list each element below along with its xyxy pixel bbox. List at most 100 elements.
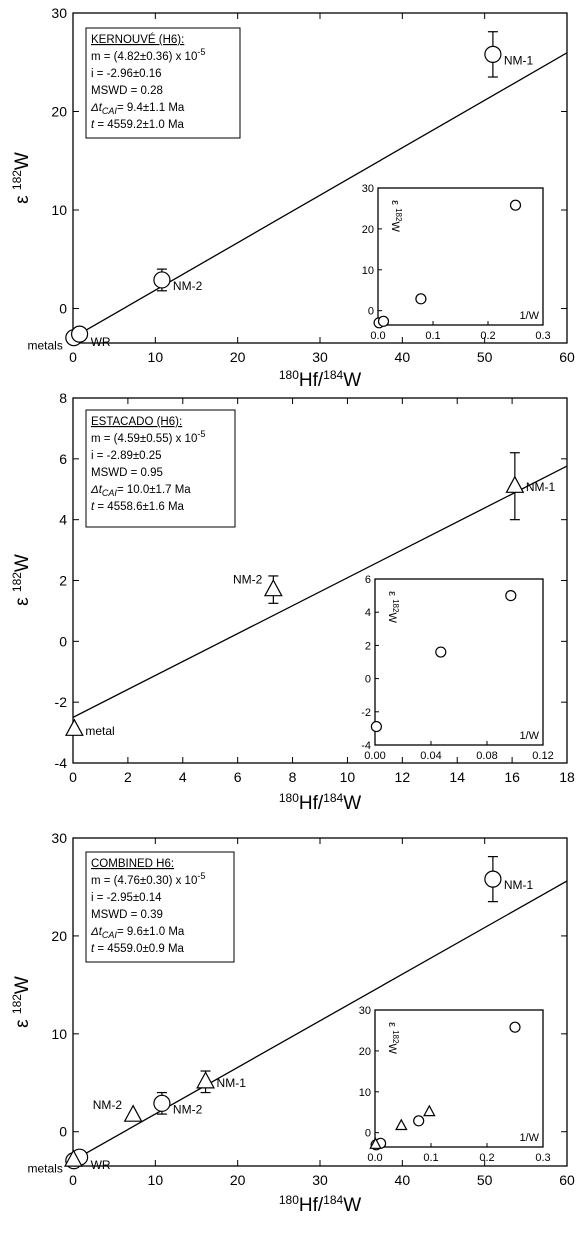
inset-y-tick-label: 20 [359,1046,371,1058]
inset-y-tick-label: 0 [368,306,374,318]
inset-x-tick-label: 0.00 [364,750,385,762]
x-tick-label: 40 [395,349,411,365]
inset-y-tick-label: 20 [362,224,374,236]
inset-y-tick-label: 2 [365,640,371,652]
y-tick-label: 0 [59,633,67,649]
stats-box-title: ESTACADO (H6): [91,416,182,428]
y-tick-label: 4 [59,512,67,528]
x-tick-label: 10 [340,769,356,785]
inset-x-tick-label: 0.2 [480,330,495,342]
stats-box-title: COMBINED H6: [91,858,174,870]
stats-delta-t: ΔtCAI= 10.0±1.7 Ma [90,484,191,498]
x-tick-label: 50 [477,1172,493,1188]
inset-x-tick-label: 0.0 [367,1152,382,1164]
stats-box [85,851,235,963]
stats-age: t = 4558.6±1.6 Ma [91,501,185,513]
y-tick-label: 0 [59,301,67,317]
inset-x-label: 1/W [519,730,539,742]
point-label: NM-1 [504,53,534,67]
inset-y-tick-label: -4 [361,740,371,752]
triangle-point [196,1071,215,1089]
y-tick-label: 10 [51,1026,67,1042]
inset-circle-point [413,1115,425,1127]
inset-triangle-point [369,1137,382,1149]
x-tick-label: 12 [395,769,411,785]
inset-circle-point [415,293,427,305]
y-tick-label: 6 [59,451,67,467]
stats-box-title: KERNOUVÉ (H6): [91,33,184,46]
stats-age: t = 4559.2±1.0 Ma [91,119,185,131]
inset-x-tick-label: 0.2 [479,1152,494,1164]
x-tick-label: 50 [477,349,493,365]
regression-line [73,52,567,339]
inset-circle-point [435,646,447,658]
inset-triangle-point [395,1118,408,1131]
point-label: metal [85,724,114,738]
x-tick-label: 14 [449,769,465,785]
plot-panel-1: 0 10 20 30 40 50 60 0 10 20 30 180Hf/184W ε 182W meta… [10,5,575,391]
triangle-point [263,578,283,597]
x-tick-label: 60 [559,349,575,365]
x-tick-label: 10 [148,349,164,365]
circle-point [153,271,171,289]
inset-y-tick-label: -2 [361,707,371,719]
inset-frame [374,578,544,746]
y-tick-label: 20 [51,928,67,944]
stats-mswd: MSWD = 0.28 [91,85,163,97]
stats-mswd: MSWD = 0.39 [91,909,163,921]
y-tick-label: 0 [59,1124,67,1140]
stats-delta-t: ΔtCAI= 9.4±1.1 Ma [90,102,185,116]
stats-age: t = 4559.0±0.9 Ma [91,943,185,955]
y-tick-label: 30 [51,830,67,846]
x-axis-label: 180Hf/184W [279,791,361,814]
inset-circle-point [505,589,517,602]
y-tick-label: -4 [55,755,68,771]
inset-x-tick-label: 0.3 [535,330,550,342]
x-tick-label: 40 [395,1172,411,1188]
inset-x-tick-label: 0.0 [370,330,385,342]
triangle-point [64,1149,83,1167]
stats-box [85,27,241,139]
point-label: NM-2 [233,573,263,587]
point-label: NM-2 [93,1098,123,1112]
inset-plot: 0.00 0.04 0.08 0.12 -4 -2 0 2 4 6 1/W ε 182W [361,574,553,762]
inset-frame [377,187,544,326]
inset-y-tick-label: 6 [365,574,371,586]
stats-intercept: i = -2.95±0.14 [91,892,162,904]
inset-x-tick-label: 0.04 [420,750,441,762]
x-tick-label: 18 [559,769,575,785]
x-tick-label: 6 [234,769,242,785]
x-tick-label: 8 [289,769,297,785]
inset-y-tick-label: 10 [362,265,374,277]
point-label: NM-2 [173,1102,203,1116]
y-axis-label: ε 182W [10,152,33,204]
circle-point [153,1094,171,1112]
inset-x-tick-label: 0.08 [476,750,497,762]
x-axis-label: 180Hf/184W [279,1193,361,1216]
inset-circle-point [377,315,390,327]
regression-line [73,465,567,719]
y-tick-label: 10 [51,202,67,218]
x-tick-label: 60 [559,1172,575,1188]
inset-y-label: ε 182W [386,1022,400,1054]
inset-x-tick-label: 0.1 [423,1152,438,1164]
point-label: WR [91,335,111,349]
inset-y-tick-label: 30 [362,183,374,195]
point-label: NM-1 [504,878,534,892]
inset-x-label: 1/W [519,1132,539,1144]
inset-frame [374,1009,544,1148]
stats-delta-t: ΔtCAI= 9.6±1.0 Ma [90,926,185,940]
stats-slope: m = (4.59±0.55) x 10-5 [91,429,205,445]
stats-slope: m = (4.76±0.30) x 10-5 [91,871,205,887]
inset-y-tick-label: 0 [365,674,371,686]
x-tick-label: 16 [504,769,520,785]
y-axis-label: ε 182W [10,976,33,1028]
inset-x-tick-label: 0.12 [532,750,553,762]
inset-y-tick-label: 10 [359,1087,371,1099]
inset-y-tick-label: 30 [359,1005,371,1017]
inset-y-label: ε 182W [389,200,403,232]
point-label: NM-1 [217,1076,247,1090]
x-tick-label: 30 [312,349,328,365]
x-tick-label: 30 [312,1172,328,1188]
